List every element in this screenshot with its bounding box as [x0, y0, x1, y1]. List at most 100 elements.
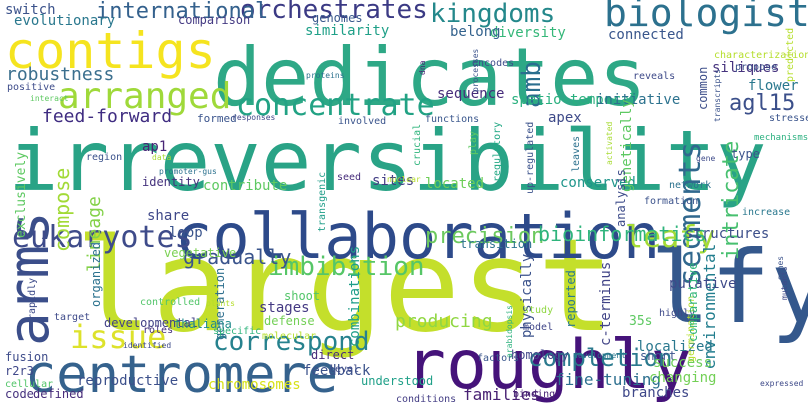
word-characterization: characterization: [714, 50, 808, 61]
word-mutants: mutants: [780, 266, 789, 300]
word-intricate: intricate: [719, 141, 744, 260]
word-nuclear: nuclear: [387, 175, 421, 184]
word-common: common: [696, 67, 710, 110]
word-environmental: environmental: [700, 244, 719, 369]
word-propose: propose: [735, 62, 777, 73]
word-shoot: shoot: [284, 289, 320, 303]
word-branches: branches: [622, 385, 689, 401]
word-reproductive: reproductive: [77, 373, 178, 389]
word-contigs: contigs: [5, 22, 216, 80]
word-vegetative: vegetative: [164, 246, 236, 260]
word-positive: positive: [7, 82, 55, 93]
word-leaves: leaves: [571, 136, 582, 172]
word-apex: apex: [548, 110, 582, 126]
word-rapidly: rapidly: [27, 278, 38, 320]
word-conditions: conditions: [396, 394, 456, 404]
word-conserved: conserved: [560, 175, 636, 191]
word-concentrate: concentrate: [236, 88, 435, 123]
word-formation: formation: [644, 196, 698, 207]
word-molecular: molecular: [262, 331, 316, 342]
word-binding: binding: [513, 389, 555, 400]
word-35s: 35s: [629, 314, 652, 329]
word-dna: dna: [418, 60, 427, 75]
word-bioinformatics: bioinformatics: [538, 222, 707, 246]
word-international: international: [96, 0, 268, 24]
word-loop: loop: [169, 225, 203, 241]
word-leafy: leafy: [625, 220, 715, 255]
word-arms: arms: [0, 211, 62, 346]
word-seed: seed: [337, 172, 361, 183]
word-development: development: [573, 351, 626, 360]
word-similarity: similarity: [305, 23, 389, 39]
word-lineage: lineage: [84, 196, 105, 272]
word-completion: completion: [528, 344, 673, 372]
word-roles: roles: [143, 325, 173, 336]
word-functions: functions: [425, 114, 479, 125]
word-genetically: genetically: [619, 99, 635, 192]
word-stresses: stresses: [769, 113, 808, 124]
word-specific: specific: [213, 326, 261, 337]
word-evolutionary: evolutionary: [14, 13, 115, 29]
word-kingdoms: kingdoms: [430, 0, 555, 29]
word-roughly: roughly: [405, 326, 692, 404]
word-feedback: feedback: [303, 363, 371, 379]
word-involved: involved: [338, 116, 386, 127]
word-largest: largest: [75, 212, 614, 361]
word-model: model: [523, 322, 553, 333]
word-gene: gene: [696, 154, 715, 163]
word-transition: transition: [460, 237, 532, 251]
word-orchestrates: orchestrates: [240, 0, 428, 25]
word-formed: formed: [197, 112, 237, 125]
word-network: network: [669, 180, 711, 191]
word-region: region: [86, 152, 122, 163]
word-crucial: crucial: [412, 124, 423, 166]
word-fusion: fusion: [5, 350, 48, 364]
word-correspond: correspond: [213, 327, 370, 357]
word-highly: highly: [659, 308, 695, 319]
word-transgenic: transgenic: [317, 172, 328, 232]
word-lfy: lfy: [650, 229, 808, 346]
word-ap1: ap1: [142, 139, 167, 155]
word-analysis: analysis: [614, 169, 628, 227]
word-arabidopsis: arabidopsis: [505, 305, 514, 358]
word-processes: processes: [471, 48, 480, 92]
word-target: target: [54, 312, 90, 323]
word-type: type: [731, 147, 760, 161]
word-switch: switch: [5, 2, 56, 18]
word-comparative: comparative: [686, 263, 700, 342]
word-comparison: comparison: [178, 13, 250, 27]
word-transcripts: transcripts: [713, 69, 722, 122]
word-activated: activated: [605, 121, 614, 165]
word-homology: homology: [511, 348, 569, 362]
word-exclusively: exclusively: [14, 152, 29, 238]
word-mechanisms: mechanisms: [754, 133, 808, 143]
word-segments: segments: [673, 142, 708, 287]
word-genomes: genomes: [312, 11, 363, 25]
word-study: study: [523, 305, 553, 316]
word-factors: factors: [477, 353, 519, 364]
word-located: located: [425, 176, 484, 192]
word-imbibition: imbibition: [268, 252, 425, 282]
word-fine-tuning: fine-tuning: [555, 370, 661, 389]
word-precision: precision: [425, 224, 544, 249]
word-generation: generation: [213, 268, 227, 340]
word-expressed: expressed: [760, 379, 804, 388]
word-identified: identified: [123, 341, 171, 350]
word-regulatory: regulatory: [492, 122, 503, 182]
word-reveals: reveals: [633, 71, 675, 82]
word-localized: localized: [637, 339, 713, 355]
word-contribute: contribute: [203, 178, 287, 194]
word-cellular: cellular: [5, 379, 53, 390]
word-success: success: [653, 355, 712, 371]
word-identity: identity: [142, 175, 200, 189]
word-gradually: gradually: [183, 245, 291, 269]
word-direct: direct: [311, 348, 354, 362]
word-diversity: diversity: [490, 25, 566, 41]
word-compose: compose: [50, 168, 74, 252]
word-flower: flower: [748, 78, 799, 94]
word-chromosomes: chromosomes: [208, 377, 301, 393]
word-level: level: [329, 364, 359, 375]
word-code: code: [5, 387, 34, 401]
